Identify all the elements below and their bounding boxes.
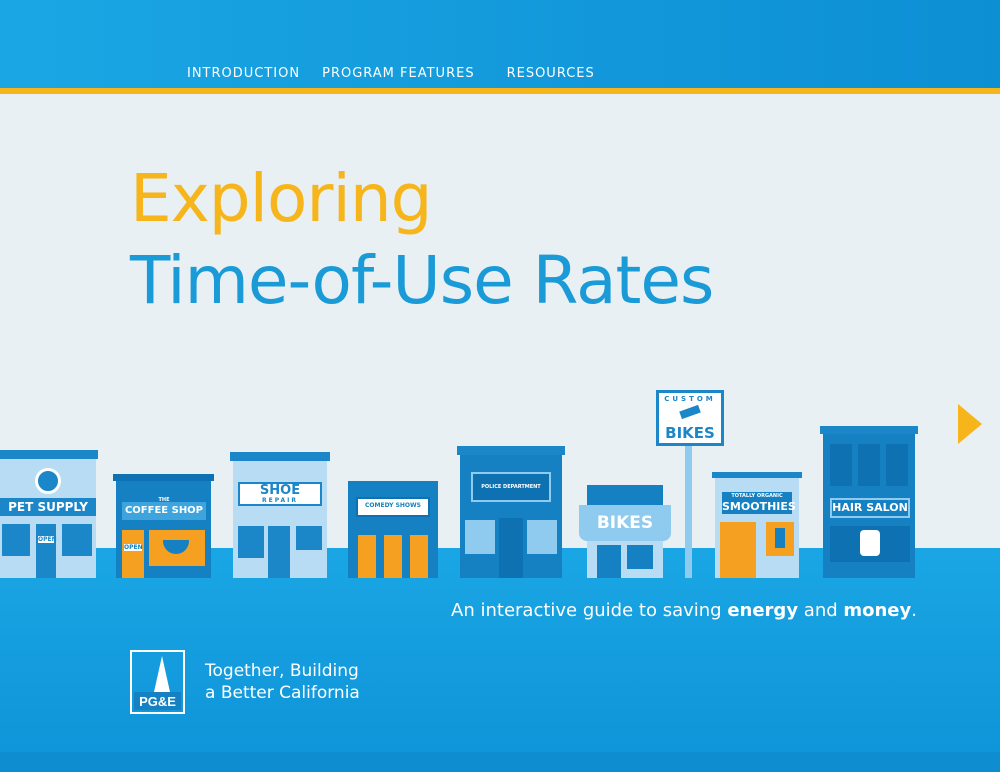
nav-program-features[interactable]: PROGRAM FEATURES [322, 66, 475, 81]
logo-text: PG&E [139, 694, 176, 709]
bike-shop: BIKES [579, 485, 671, 578]
slogan: Together, Building a Better California [205, 660, 360, 704]
bikes-awning-sign: BIKES [596, 513, 654, 533]
shoe-repair-sign: REPAIR [261, 497, 299, 504]
slogan-line2: a Better California [205, 683, 360, 703]
top-nav-bar: INTRODUCTION PROGRAM FEATURES RESOURCES [0, 0, 1000, 88]
custom-bikes-pole-sign: CUSTOM BIKES [656, 390, 724, 578]
hair-salon: HAIR SALON [820, 426, 918, 578]
next-arrow-icon[interactable] [958, 404, 982, 444]
pet-open-sign: OPEN [38, 536, 57, 543]
custom-bikes-sign: BIKES [665, 424, 715, 442]
page-title-line1: Exploring [130, 160, 433, 237]
smoothie-cup-icon [775, 528, 785, 548]
smoothies-small-label: TOTALLY ORGANIC [731, 493, 783, 499]
shoe-sign: SHOE [259, 483, 301, 498]
street-band [0, 548, 1000, 772]
smoothie-shop: TOTALLY ORGANIC SMOOTHIES [712, 472, 802, 578]
pge-logo: PG&E [130, 650, 185, 714]
shoe-repair-store: SHOE REPAIR [230, 452, 330, 578]
coffee-shop-sign: COFFEE SHOP [124, 505, 204, 516]
coffee-open-sign: OPEN [124, 544, 143, 551]
comedy-club: COMEDY SHOWS [348, 481, 438, 578]
accent-divider [0, 88, 1000, 94]
pge-logo-mark: PG&E [134, 656, 181, 710]
scissors-icon [860, 530, 880, 556]
tagline-money: money [843, 600, 912, 621]
police-department-sign: POLICE DEPARTMENT [481, 484, 541, 490]
tagline-period: . [911, 600, 917, 621]
footer-strip [0, 752, 1000, 772]
smoothies-sign: SMOOTHIES [722, 500, 796, 513]
slogan-line1: Together, Building [205, 661, 359, 681]
coffee-cup-icon [163, 540, 189, 554]
nav-resources[interactable]: RESOURCES [506, 66, 595, 81]
page-title-line2: Time-of-Use Rates [130, 242, 714, 319]
comedy-shows-sign: COMEDY SHOWS [365, 502, 421, 509]
pet-supply-store: PET SUPPLY OPEN [0, 450, 98, 578]
storefront-illustration: PET SUPPLY OPEN THE COFFEE SHOP OPEN SHO… [0, 380, 1000, 580]
police-department: POLICE DEPARTMENT [457, 446, 565, 578]
pet-supply-sign: PET SUPPLY [8, 500, 88, 514]
cat-icon [2, 524, 30, 556]
main-nav: INTRODUCTION PROGRAM FEATURES RESOURCES [187, 66, 595, 81]
custom-label: CUSTOM [664, 395, 716, 403]
nav-introduction[interactable]: INTRODUCTION [187, 66, 301, 81]
tagline-and: and [798, 600, 844, 621]
hair-salon-sign: HAIR SALON [832, 501, 908, 514]
coffee-shop-store: THE COFFEE SHOP OPEN [113, 474, 214, 578]
tagline-energy: energy [727, 600, 799, 621]
tagline-prefix: An interactive guide to saving [451, 600, 728, 621]
parrot-icon [35, 468, 61, 494]
coffee-the-label: THE [158, 497, 170, 503]
tagline: An interactive guide to saving energy an… [451, 600, 917, 621]
